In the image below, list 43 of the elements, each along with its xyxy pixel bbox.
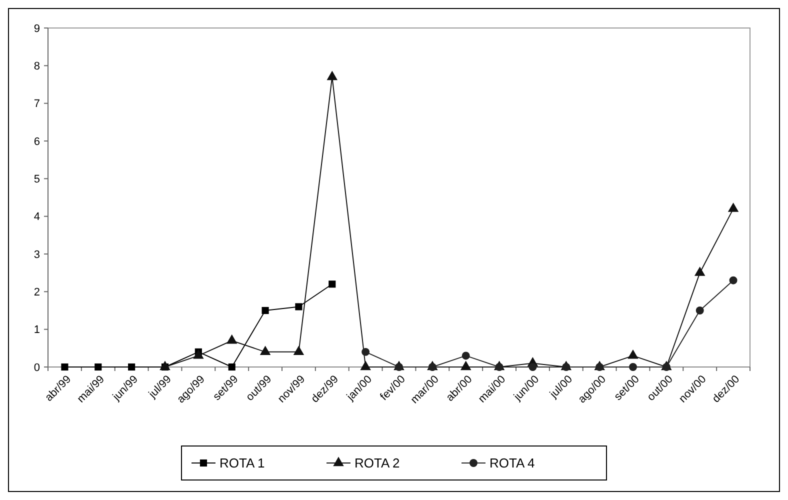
point bbox=[94, 363, 102, 371]
point bbox=[326, 70, 338, 80]
y-tick-label: 5 bbox=[34, 174, 40, 186]
legend-label: ROTA 1 bbox=[220, 456, 265, 471]
point bbox=[360, 360, 371, 370]
y-tick-label: 9 bbox=[34, 22, 40, 35]
y-tick-label: 2 bbox=[34, 286, 40, 299]
y-tick-label: 6 bbox=[34, 136, 40, 148]
point bbox=[628, 349, 638, 359]
point bbox=[629, 363, 637, 371]
point bbox=[395, 363, 403, 371]
point bbox=[61, 363, 68, 371]
point bbox=[562, 363, 570, 371]
point bbox=[226, 334, 238, 344]
point bbox=[362, 348, 370, 356]
point bbox=[262, 306, 269, 314]
point bbox=[193, 349, 204, 359]
y-tick-label: 4 bbox=[34, 211, 40, 224]
y-tick-label: 8 bbox=[34, 60, 40, 73]
point bbox=[728, 202, 739, 212]
point bbox=[694, 266, 706, 276]
point bbox=[462, 352, 470, 360]
point bbox=[295, 303, 302, 310]
point bbox=[495, 363, 504, 371]
point bbox=[228, 363, 236, 371]
point bbox=[662, 363, 670, 371]
point bbox=[260, 346, 271, 356]
y-tick-label: 1 bbox=[34, 324, 40, 336]
point bbox=[528, 363, 537, 371]
point bbox=[293, 346, 304, 356]
point bbox=[460, 360, 472, 370]
point bbox=[428, 363, 436, 371]
point bbox=[128, 363, 136, 371]
y-tick-label: 3 bbox=[34, 248, 40, 261]
point bbox=[596, 363, 604, 371]
point bbox=[328, 280, 336, 288]
y-tick-label: 0 bbox=[34, 362, 40, 374]
point bbox=[729, 276, 738, 284]
point bbox=[696, 306, 704, 314]
y-tick-label: 7 bbox=[34, 98, 40, 110]
point bbox=[160, 360, 170, 370]
legend-label: ROTA 4 bbox=[490, 456, 535, 471]
legend-label: ROTA 2 bbox=[354, 456, 400, 471]
